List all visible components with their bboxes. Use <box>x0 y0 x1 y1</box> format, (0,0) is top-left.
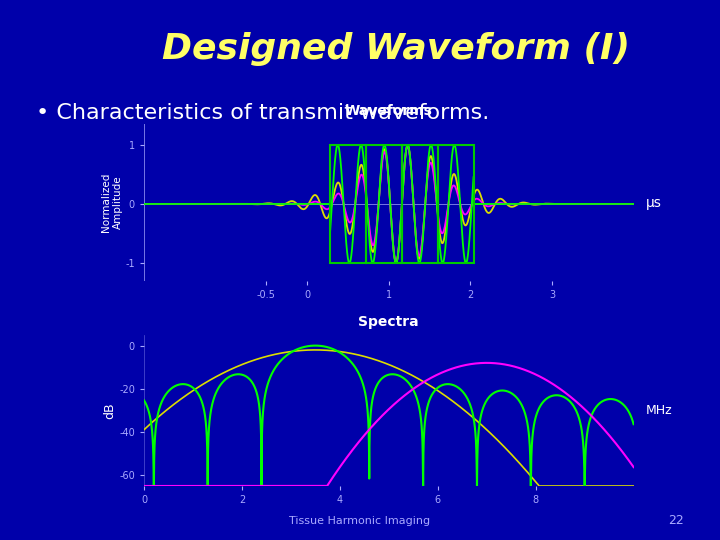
Text: • Characteristics of transmit waveforms.: • Characteristics of transmit waveforms. <box>36 103 490 124</box>
Bar <box>438 145 474 263</box>
Text: Spectra: Spectra <box>359 315 419 329</box>
Text: Designed Waveform (I): Designed Waveform (I) <box>162 32 630 65</box>
Bar <box>330 145 366 263</box>
Bar <box>366 145 402 263</box>
Text: 22: 22 <box>668 514 684 526</box>
Y-axis label: dB: dB <box>103 402 117 418</box>
Text: MHz: MHz <box>646 404 672 417</box>
Y-axis label: Normalized
Amplitude: Normalized Amplitude <box>101 173 122 232</box>
Text: μs: μs <box>646 195 662 210</box>
Text: Waveforms: Waveforms <box>345 104 433 118</box>
Text: Tissue Harmonic Imaging: Tissue Harmonic Imaging <box>289 516 431 526</box>
Bar <box>402 145 438 263</box>
